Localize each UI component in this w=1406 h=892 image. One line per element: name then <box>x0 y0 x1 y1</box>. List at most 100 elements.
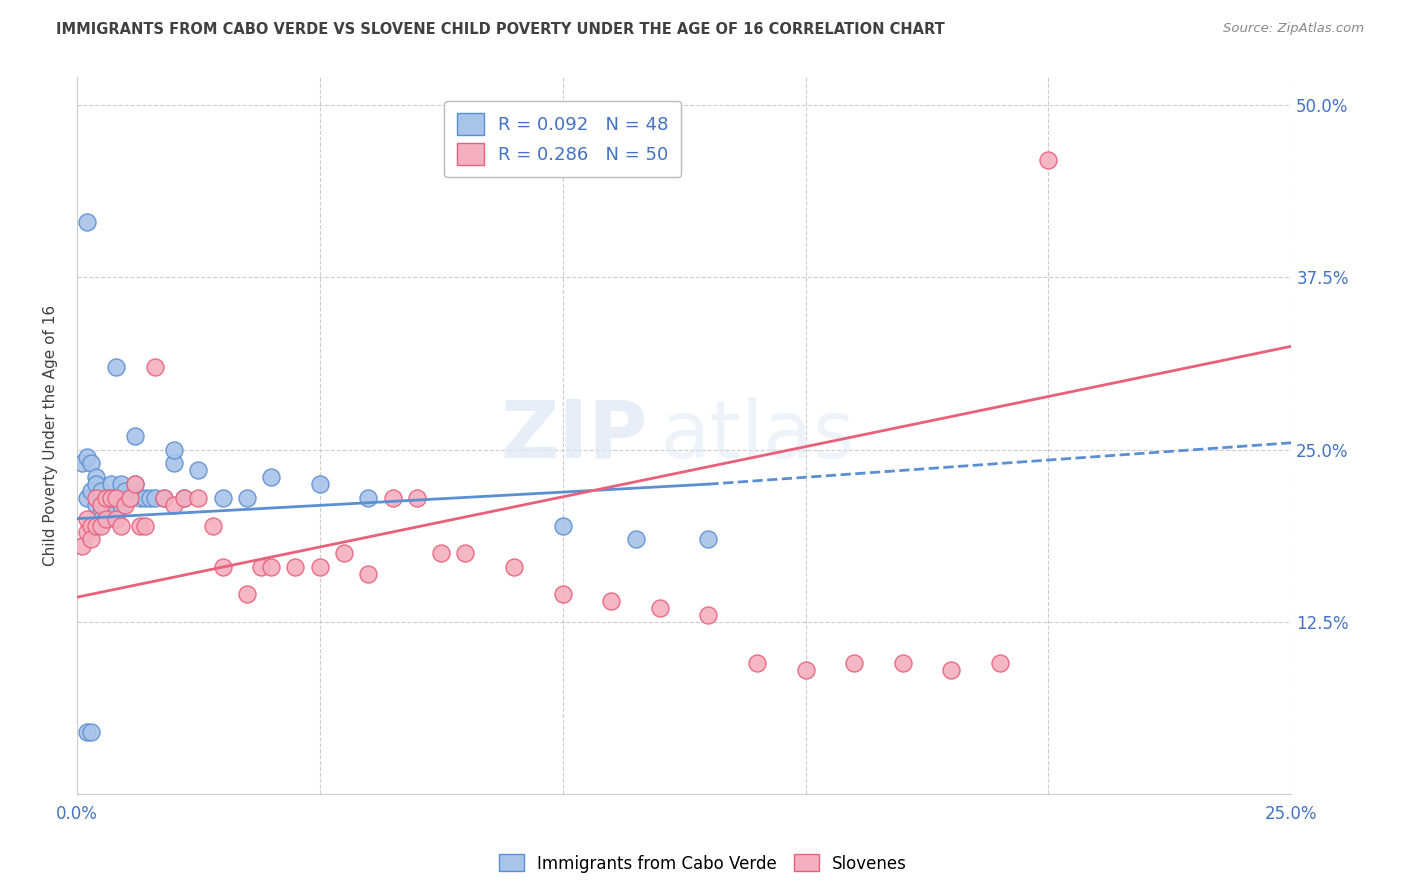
Point <box>76 511 98 525</box>
Point <box>187 463 209 477</box>
Point <box>129 491 152 505</box>
Point <box>794 663 817 677</box>
Point <box>120 491 142 505</box>
Point <box>173 491 195 505</box>
Point <box>134 518 156 533</box>
Point <box>260 470 283 484</box>
Point <box>104 491 127 505</box>
Point <box>745 657 768 671</box>
Point <box>381 491 404 505</box>
Point <box>84 498 107 512</box>
Point <box>129 518 152 533</box>
Point <box>143 359 166 374</box>
Point <box>308 560 330 574</box>
Point <box>94 491 117 505</box>
Point <box>842 657 865 671</box>
Point <box>697 533 720 547</box>
Point <box>84 470 107 484</box>
Point <box>84 491 107 505</box>
Point <box>76 725 98 739</box>
Point <box>104 505 127 519</box>
Point <box>94 491 117 505</box>
Point <box>104 359 127 374</box>
Point <box>173 491 195 505</box>
Point <box>94 511 117 525</box>
Point <box>211 491 233 505</box>
Point <box>100 498 122 512</box>
Point <box>624 533 647 547</box>
Point <box>90 518 112 533</box>
Point <box>90 484 112 499</box>
Point <box>70 457 93 471</box>
Point <box>90 511 112 525</box>
Point <box>503 560 526 574</box>
Point <box>110 477 132 491</box>
Point <box>891 657 914 671</box>
Point <box>90 498 112 512</box>
Point <box>70 539 93 553</box>
Point <box>114 498 136 512</box>
Point <box>988 657 1011 671</box>
Point <box>124 477 146 491</box>
Legend: R = 0.092   N = 48, R = 0.286   N = 50: R = 0.092 N = 48, R = 0.286 N = 50 <box>444 101 682 178</box>
Point <box>163 498 186 512</box>
Point <box>697 608 720 623</box>
Point <box>406 491 429 505</box>
Point <box>90 505 112 519</box>
Point <box>76 491 98 505</box>
Point <box>114 484 136 499</box>
Point <box>163 457 186 471</box>
Point <box>308 477 330 491</box>
Point <box>100 491 122 505</box>
Point <box>153 491 176 505</box>
Point <box>236 491 259 505</box>
Point <box>80 533 103 547</box>
Point <box>100 491 122 505</box>
Point <box>260 560 283 574</box>
Point <box>90 491 112 505</box>
Text: IMMIGRANTS FROM CABO VERDE VS SLOVENE CHILD POVERTY UNDER THE AGE OF 16 CORRELAT: IMMIGRANTS FROM CABO VERDE VS SLOVENE CH… <box>56 22 945 37</box>
Point <box>124 429 146 443</box>
Point <box>357 566 380 581</box>
Point <box>80 518 103 533</box>
Point <box>284 560 307 574</box>
Point <box>551 587 574 601</box>
Point <box>94 511 117 525</box>
Point <box>100 477 122 491</box>
Point <box>110 498 132 512</box>
Point <box>80 725 103 739</box>
Point <box>104 491 127 505</box>
Point <box>76 450 98 464</box>
Point <box>250 560 273 574</box>
Point <box>104 511 127 525</box>
Point <box>941 663 963 677</box>
Point <box>80 484 103 499</box>
Point <box>110 518 132 533</box>
Point <box>333 546 356 560</box>
Point <box>648 601 671 615</box>
Point <box>551 518 574 533</box>
Point <box>76 215 98 229</box>
Point <box>211 560 233 574</box>
Point <box>84 477 107 491</box>
Point <box>124 477 146 491</box>
Text: Source: ZipAtlas.com: Source: ZipAtlas.com <box>1223 22 1364 36</box>
Point <box>94 498 117 512</box>
Point <box>201 518 224 533</box>
Text: atlas: atlas <box>659 397 855 475</box>
Point <box>454 546 477 560</box>
Point <box>236 587 259 601</box>
Y-axis label: Child Poverty Under the Age of 16: Child Poverty Under the Age of 16 <box>44 305 58 566</box>
Point <box>138 491 160 505</box>
Point <box>187 491 209 505</box>
Point <box>80 457 103 471</box>
Point <box>1038 153 1060 168</box>
Point <box>163 442 186 457</box>
Point <box>600 594 623 608</box>
Point <box>430 546 453 560</box>
Point <box>114 491 136 505</box>
Text: ZIP: ZIP <box>501 397 648 475</box>
Point <box>143 491 166 505</box>
Point <box>153 491 176 505</box>
Point <box>134 491 156 505</box>
